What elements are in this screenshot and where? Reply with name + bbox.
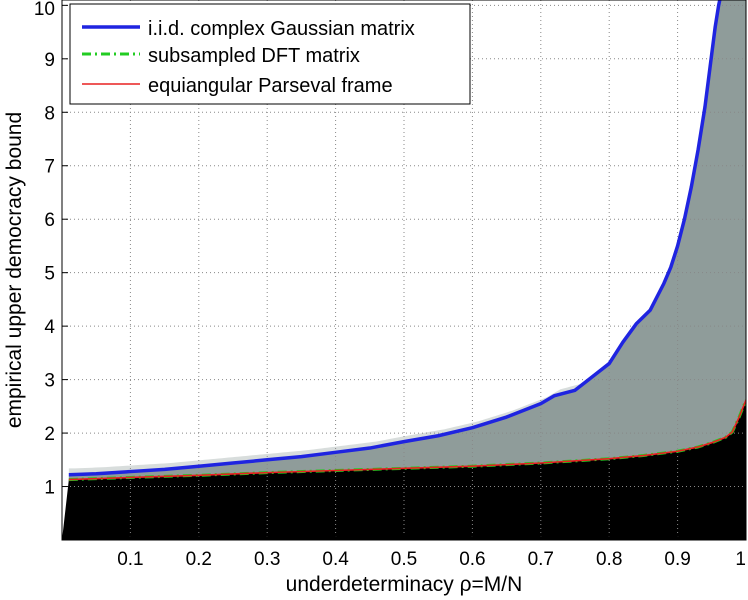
x-tick-label-3: 0.4 xyxy=(322,549,349,570)
y-tick-label-7: 8 xyxy=(44,103,55,124)
x-tick-label-6: 0.7 xyxy=(528,549,554,570)
series-line-parseval xyxy=(68,399,746,481)
x-tick-label-1: 0.2 xyxy=(186,549,212,570)
x-tick-label-8: 0.9 xyxy=(664,549,690,570)
x-tick-label-4: 0.5 xyxy=(391,549,417,570)
legend-box xyxy=(69,3,471,105)
legend-label-gaussian: i.i.d. complex Gaussian matrix xyxy=(148,18,415,40)
legend-label-parseval: equiangular Parseval frame xyxy=(148,75,393,97)
y-tick-label-0: 1 xyxy=(44,478,55,499)
x-tick-label-7: 0.8 xyxy=(596,549,622,570)
y-tick-label-5: 6 xyxy=(44,210,55,231)
x-tick-label-5: 0.6 xyxy=(459,549,485,570)
region-gray-band xyxy=(68,0,746,480)
y-axis-ticks: 1 2 3 4 5 6 7 8 9 10 xyxy=(34,0,68,499)
y-tick-label-2: 3 xyxy=(44,371,55,392)
y-tick-label-6: 7 xyxy=(44,157,55,178)
y-axis-label: empirical upper democracy bound xyxy=(3,112,26,428)
legend-entry-gaussian: i.i.d. complex Gaussian matrix xyxy=(82,18,415,40)
y-tick-label-4: 5 xyxy=(44,264,55,285)
legend-entry-dft: subsampled DFT matrix xyxy=(82,45,360,67)
series-line-gaussian xyxy=(68,0,722,477)
x-tick-label-9: 1 xyxy=(735,549,746,570)
x-tick-label-0: 0.1 xyxy=(117,549,143,570)
y-tick-label-9: 10 xyxy=(34,0,55,20)
series-layer xyxy=(68,0,746,482)
legend: i.i.d. complex Gaussian matrix subsample… xyxy=(69,3,471,105)
legend-entry-parseval: equiangular Parseval frame xyxy=(82,75,393,97)
legend-label-dft: subsampled DFT matrix xyxy=(148,45,360,67)
y-tick-label-1: 2 xyxy=(44,424,55,445)
x-tick-label-2: 0.3 xyxy=(254,549,280,570)
region-below-bound xyxy=(62,399,746,540)
y-tick-label-8: 9 xyxy=(44,50,55,71)
shaded-regions xyxy=(62,0,746,540)
y-tick-label-3: 4 xyxy=(44,317,55,338)
x-axis-label: underdeterminacy ρ=M/N xyxy=(286,573,523,596)
x-axis-ticks: 0.1 0.2 0.3 0.4 0.5 0.6 0.7 0.8 0.9 1 xyxy=(117,534,747,570)
